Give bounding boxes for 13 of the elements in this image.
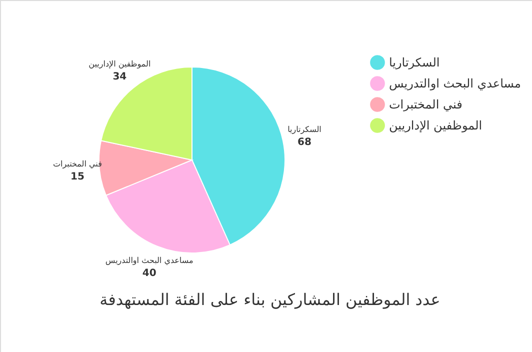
slice-label: مساعدي البحث اوالتدريس (105, 256, 194, 265)
text: عدد الموظفين المشاركين بناء على الفئة المستهدفة (100, 290, 440, 309)
slice-label: السكرتاريا (288, 125, 322, 134)
legend-label: فني المختبرات (389, 98, 462, 112)
slice-label: فني المختبرات (53, 159, 102, 168)
legend-label: السكرتاريا (389, 56, 440, 70)
slice-label: الموظفين الإداريين (88, 60, 151, 69)
legend-label: مساعدي البحث اوالتدريس (389, 76, 521, 90)
data-label: 68 (298, 137, 312, 148)
data-label: 15 (70, 171, 84, 182)
data-label: 40 (142, 268, 156, 279)
legend-label: الموظفين الإداريين (389, 118, 482, 132)
data-label: 34 (112, 72, 127, 83)
